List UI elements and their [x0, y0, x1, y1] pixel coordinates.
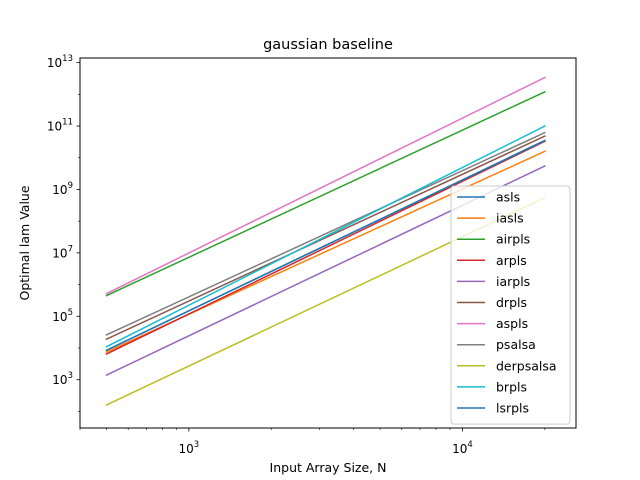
y-axis-label: Optimal lam Value	[17, 185, 32, 300]
legend-label-psalsa: psalsa	[496, 337, 536, 352]
plot-frame	[79, 57, 577, 429]
series-line-airpls	[105, 90, 546, 297]
legend-label-iarpls: iarpls	[496, 274, 530, 289]
legend-label-derpsalsa: derpsalsa	[496, 358, 557, 373]
legend-label-airpls: airpls	[496, 232, 530, 247]
y-axis: 103 105 107 109 1011 1013	[47, 54, 80, 412]
series-line-drpls	[105, 135, 546, 341]
legend-label-iasls: iasls	[496, 211, 524, 226]
series-line-lsrpls	[105, 139, 546, 352]
y-tick-label: 103	[52, 371, 73, 387]
y-tick-label: 105	[52, 308, 73, 324]
series-line-psalsa	[105, 131, 546, 336]
legend-label-drpls: drpls	[496, 295, 527, 310]
legend-label-brpls: brpls	[496, 379, 527, 394]
legend-label-asls: asls	[496, 190, 520, 205]
series-line-brpls	[105, 125, 546, 348]
x-tick-label: 104	[452, 440, 473, 456]
x-tick-label: 103	[179, 440, 200, 456]
y-tick-label: 107	[52, 244, 73, 260]
series-layer	[105, 76, 546, 406]
y-tick-label: 109	[52, 181, 73, 197]
x-axis-label: Input Array Size, N	[270, 460, 387, 475]
series-line-arpls	[105, 140, 546, 355]
y-tick-label: 1011	[47, 118, 73, 134]
legend-label-aspls: aspls	[496, 316, 528, 331]
x-axis: 103 104	[79, 428, 546, 456]
legend-label-arpls: arpls	[496, 253, 527, 268]
legend-box	[450, 185, 571, 425]
legend: asls iasls airpls arpls iarpls drpls aspls psal…	[450, 185, 571, 425]
y-tick-label: 1013	[47, 54, 73, 70]
legend-label-lsrpls: lsrpls	[496, 401, 529, 416]
chart-title: gaussian baseline	[263, 37, 393, 53]
series-line-aspls	[105, 76, 546, 295]
